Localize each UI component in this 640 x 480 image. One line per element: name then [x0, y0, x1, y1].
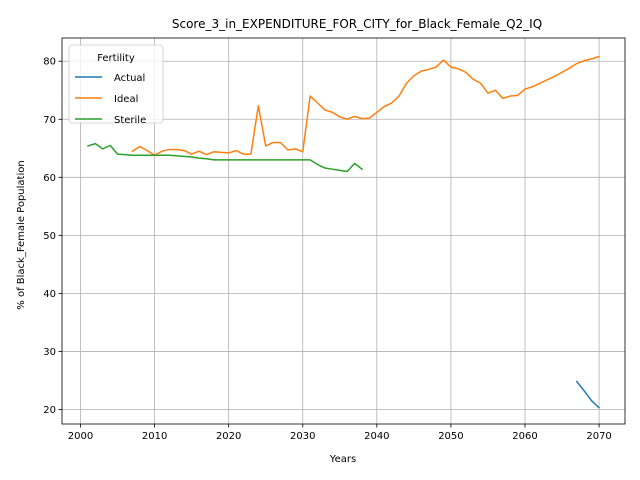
- y-tick-label: 80: [43, 57, 56, 68]
- series-line-actual: [575, 380, 601, 409]
- legend-label-ideal: Ideal: [114, 94, 138, 105]
- legend-items: Actual Ideal Sterile: [75, 73, 146, 126]
- y-tick-label: 30: [43, 347, 56, 358]
- grid-lines: [62, 38, 625, 424]
- x-tick-label: 2060: [512, 431, 537, 442]
- plot-series: [86, 55, 601, 409]
- y-axis-label: % of Black_Female Population: [16, 160, 27, 309]
- y-tick-label: 70: [43, 115, 56, 126]
- legend-box: [68, 44, 164, 124]
- y-tick-label: 60: [43, 173, 56, 184]
- x-tick-label: 2070: [586, 431, 611, 442]
- y-tick-label: 50: [43, 231, 56, 242]
- series-line-sterile: [86, 142, 364, 173]
- x-tick-label: 2010: [142, 431, 167, 442]
- x-tick-label: 2000: [68, 431, 93, 442]
- chart-title: Score_3_in_EXPENDITURE_FOR_CITY_for_Blac…: [172, 17, 542, 31]
- x-tick-label: 2040: [364, 431, 389, 442]
- legend: Fertility Actual Ideal Sterile: [68, 44, 164, 126]
- series-line-ideal: [131, 55, 601, 156]
- x-axis-label: Years: [329, 454, 356, 465]
- legend-label-actual: Actual: [114, 73, 145, 84]
- y-tick-label: 20: [43, 405, 56, 416]
- plot-frame: [61, 37, 626, 425]
- x-tick-label: 2030: [290, 431, 315, 442]
- y-axis-ticks: 20 30 40 50 60 70 80: [43, 57, 62, 416]
- legend-title: Fertility: [97, 53, 135, 64]
- x-tick-label: 2050: [438, 431, 463, 442]
- legend-label-sterile: Sterile: [114, 115, 146, 126]
- y-tick-label: 40: [43, 289, 56, 300]
- x-axis-ticks: 2000 2010 2020 2030 2040 2050 2060 2070: [68, 424, 612, 442]
- x-tick-label: 2020: [216, 431, 241, 442]
